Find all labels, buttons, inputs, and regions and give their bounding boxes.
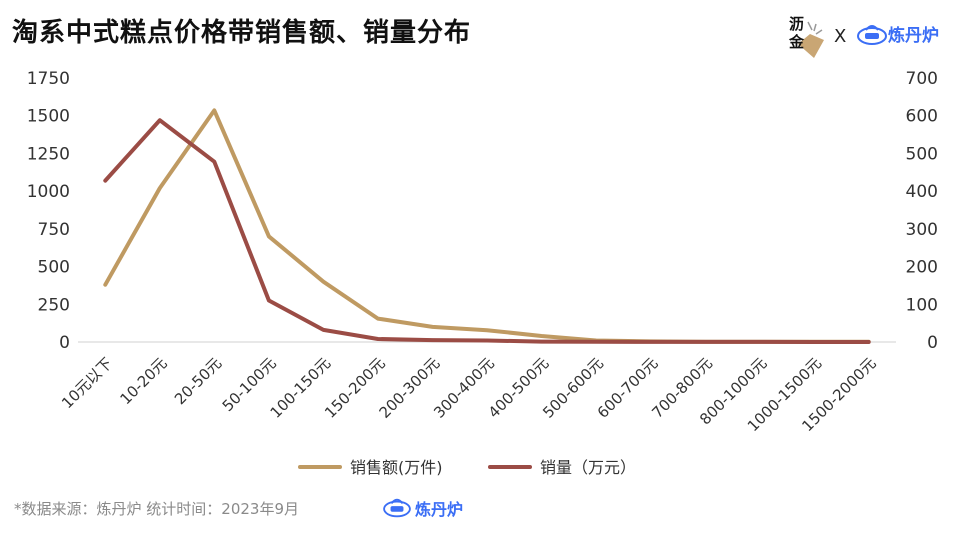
series-line-sales-volume — [103, 118, 871, 344]
data-source-note: *数据来源：炼丹炉 统计时间：2023年9月 — [14, 500, 299, 518]
left-tick-label: 1250 — [27, 144, 70, 164]
liandanlu-logo — [856, 22, 940, 48]
x-tick-label: 10-20元 — [116, 354, 170, 408]
right-tick-label: 700 — [906, 69, 938, 89]
left-tick-label: 1750 — [27, 69, 70, 89]
left-tick-label: 1500 — [27, 107, 70, 127]
liandanlu-text: 炼丹炉 — [888, 26, 939, 46]
right-tick-label: 100 — [906, 295, 938, 315]
right-tick-label: 200 — [906, 258, 938, 278]
left-tick-label: 1000 — [27, 182, 70, 202]
legend-label: 销量（万元） — [540, 458, 636, 477]
lijin-char-2: 金 — [789, 33, 805, 51]
right-tick-label: 500 — [906, 144, 938, 164]
left-tick-label: 750 — [38, 220, 70, 240]
left-tick-label: 500 — [38, 258, 70, 278]
left-tick-label: 0 — [59, 333, 70, 353]
brand-logos: 沥 金 X 炼丹炉 — [784, 14, 944, 60]
brand-x: X — [834, 26, 847, 47]
series-line-sales-amount — [103, 108, 871, 344]
right-tick-label: 400 — [906, 182, 938, 202]
right-tick-label: 0 — [927, 333, 938, 353]
chart-title: 淘系中式糕点价格带销售额、销量分布 — [12, 18, 472, 48]
x-tick-label: 20-50元 — [171, 354, 225, 408]
data-cloud-icon — [857, 25, 887, 45]
footer-logo: 炼丹炉 — [382, 496, 472, 522]
left-tick-label: 250 — [38, 295, 70, 315]
lijin-logo: 沥 金 — [784, 14, 824, 58]
right-tick-label: 300 — [906, 220, 938, 240]
footer-data-cloud-icon — [383, 498, 411, 518]
x-tick-label: 10元以下 — [58, 354, 116, 412]
lijin-logo-icon — [798, 21, 824, 58]
legend-label: 销售额(万件) — [350, 458, 443, 477]
lijin-char-1: 沥 — [789, 15, 805, 33]
right-tick-label: 600 — [906, 107, 938, 127]
footer-logo-text: 炼丹炉 — [415, 500, 464, 519]
